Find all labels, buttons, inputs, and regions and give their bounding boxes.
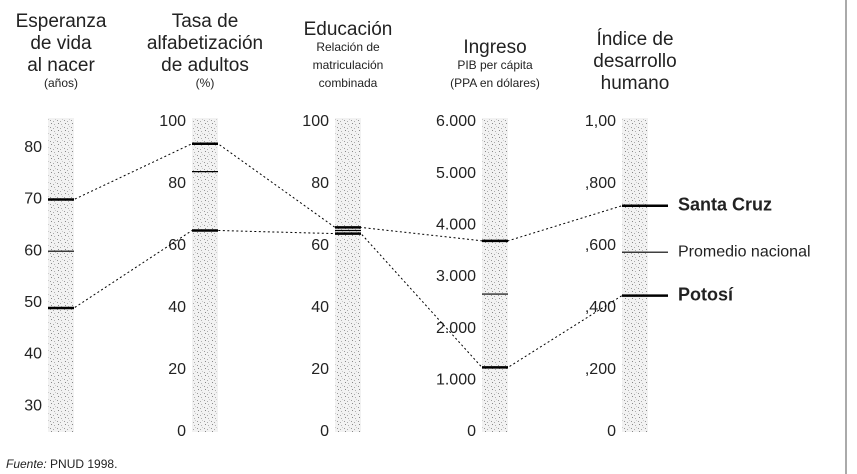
axis-title: de adultos xyxy=(161,55,249,76)
tick-label: 100 xyxy=(302,113,329,130)
axis-title: humano xyxy=(601,73,670,94)
tick-label: ,600 xyxy=(585,237,616,254)
tick-label: 30 xyxy=(24,397,42,414)
tick-label: 0 xyxy=(177,423,186,440)
tick-label: 20 xyxy=(311,361,329,378)
tick-label: 40 xyxy=(24,346,42,363)
axis-subtitle: matriculación xyxy=(313,58,384,72)
axis-title: Esperanza xyxy=(16,11,107,32)
stipple-band xyxy=(48,118,74,432)
axis-title: de vida xyxy=(30,33,92,54)
axis-subtitle: (años) xyxy=(44,76,78,90)
axis-subtitle: PIB per cápita xyxy=(457,58,533,72)
stipple-band xyxy=(335,118,361,432)
axis-title: Educación xyxy=(304,19,393,40)
axis-title: Tasa de xyxy=(172,11,239,32)
tick-label: 80 xyxy=(24,139,42,156)
source: Fuente: PNUD 1998. xyxy=(6,457,117,471)
tick-label: 5.000 xyxy=(436,165,476,182)
tick-label: 50 xyxy=(24,294,42,311)
tick-label: 4.000 xyxy=(436,217,476,234)
tick-label: 6.000 xyxy=(436,113,476,130)
axis-title: Índice de xyxy=(596,29,673,50)
tick-label: 2.000 xyxy=(436,320,476,337)
tick-label: 1,00 xyxy=(585,113,616,130)
legend-label: Promedio nacional xyxy=(678,243,811,260)
stipple-band xyxy=(482,118,508,432)
tick-label: 40 xyxy=(168,299,186,316)
tick-label: 0 xyxy=(467,423,476,440)
tick-label: 60 xyxy=(24,242,42,259)
tick-label: 1.000 xyxy=(436,372,476,389)
axis-title: desarrollo xyxy=(593,51,676,72)
legend-label: Santa Cruz xyxy=(678,194,772,214)
legend-label: Potosí xyxy=(678,284,734,304)
tick-label: 100 xyxy=(159,113,186,130)
stipple-band xyxy=(622,118,648,432)
tick-label: 0 xyxy=(320,423,329,440)
tick-label: 80 xyxy=(311,175,329,192)
tick-label: 70 xyxy=(24,191,42,208)
axis-title: Ingreso xyxy=(463,37,526,58)
axis-subtitle: (PPA en dólares) xyxy=(450,76,540,90)
tick-label: ,200 xyxy=(585,361,616,378)
tick-label: 0 xyxy=(607,423,616,440)
tick-label: ,800 xyxy=(585,175,616,192)
source-label: Fuente: xyxy=(6,457,47,471)
tick-label: ,400 xyxy=(585,299,616,316)
stipple-band xyxy=(192,118,218,432)
source-text: PNUD 1998. xyxy=(50,457,117,471)
axis-subtitle: (%) xyxy=(196,76,215,90)
axis-subtitle: combinada xyxy=(319,76,378,90)
tick-label: 60 xyxy=(311,237,329,254)
tick-label: 20 xyxy=(168,361,186,378)
axis-subtitle: Relación de xyxy=(316,40,380,54)
tick-label: 80 xyxy=(168,175,186,192)
axis-title: al nacer xyxy=(27,55,95,76)
tick-label: 40 xyxy=(311,299,329,316)
axis-title: alfabetización xyxy=(147,33,263,54)
tick-label: 60 xyxy=(168,237,186,254)
tick-label: 3.000 xyxy=(436,268,476,285)
